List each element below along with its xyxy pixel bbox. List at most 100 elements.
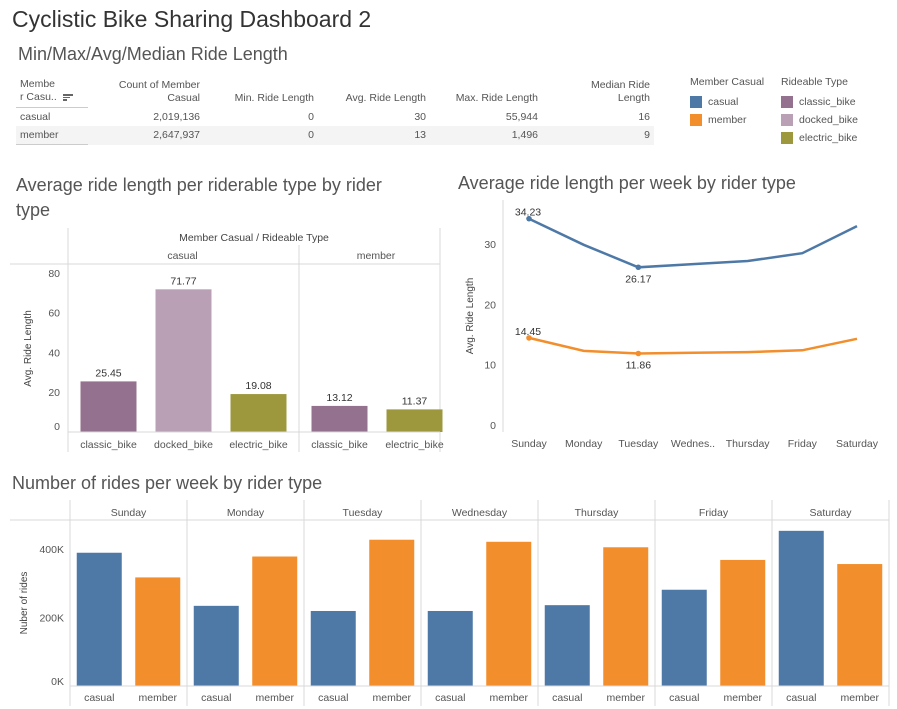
header-count: Count of Member Casual xyxy=(88,78,204,108)
chart1-y-tick-label: 20 xyxy=(48,387,60,399)
chart3-x-tick-label: casual xyxy=(669,692,699,704)
chart2-y-tick-label: 20 xyxy=(484,299,496,311)
chart3-bar xyxy=(135,577,181,686)
chart1-title-line2: type xyxy=(16,200,51,220)
header-count-line1: Count of Member xyxy=(118,78,200,91)
legend-rideable-type: Rideable Type classic_bike docked_bike e… xyxy=(781,76,858,147)
legend-member-casual: Member Casual casual member xyxy=(690,76,764,129)
chart3-y-tick-label: 200K xyxy=(39,612,64,624)
legend-item-casual[interactable]: casual xyxy=(690,93,764,111)
cell-min: 0 xyxy=(308,129,314,142)
chart1-x-tick-label: classic_bike xyxy=(80,439,137,451)
chart3-group-label: Thursday xyxy=(575,507,620,519)
chart2-y-axis-label: Avg. Ride Length xyxy=(465,278,476,355)
chart3-group-label: Friday xyxy=(699,507,729,519)
chart3-x-tick-label: member xyxy=(723,692,762,704)
legend-swatch xyxy=(690,96,702,108)
chart1-y-axis-label: Avg. Ride Length xyxy=(23,310,34,387)
chart3-bar xyxy=(252,556,298,686)
cell-avg: 13 xyxy=(414,129,426,142)
chart3-x-tick-label: member xyxy=(489,692,528,704)
chart3-title: Number of rides per week by rider type xyxy=(12,473,323,493)
chart3-x-tick-label: casual xyxy=(201,692,231,704)
chart2-x-tick-label: Saturday xyxy=(836,438,879,450)
chart1-y-tick-label: 60 xyxy=(48,308,60,320)
legend-item-classic-bike[interactable]: classic_bike xyxy=(781,93,858,111)
chart1-bar-label: 25.45 xyxy=(95,367,121,379)
header-min: Min. Ride Length xyxy=(234,91,314,104)
chart3-y-axis-label: Nuber of rides xyxy=(19,572,30,635)
chart2-data-label: 11.86 xyxy=(626,360,652,372)
cell-avg: 30 xyxy=(414,110,426,123)
stats-table-wrapper: Membe r Casu.. Count of Member Casual Mi xyxy=(16,78,654,145)
legend-swatch xyxy=(690,114,702,126)
chart1-title: Average ride length per riderable type b… xyxy=(16,173,436,223)
chart1-bar xyxy=(155,289,212,432)
chart2-x-tick-label: Sunday xyxy=(511,438,547,450)
chart1-bar-label: 11.37 xyxy=(402,395,428,407)
header-member-line2: r Casu.. xyxy=(20,91,57,103)
chart1-x-tick-label: classic_bike xyxy=(311,439,368,451)
legend-item-electric-bike[interactable]: electric_bike xyxy=(781,129,858,147)
chart3-bar xyxy=(193,605,239,686)
chart3-x-tick-label: casual xyxy=(318,692,348,704)
chart3-y-tick-label: 0K xyxy=(51,676,64,688)
chart2-data-label: 26.17 xyxy=(625,273,651,285)
chart3-x-tick-label: member xyxy=(138,692,177,704)
chart2-point xyxy=(526,335,532,341)
chart1-header-label: Member Casual / Rideable Type xyxy=(179,232,329,244)
stats-table: Membe r Casu.. Count of Member Casual Mi xyxy=(16,78,654,145)
legend-label: classic_bike xyxy=(799,96,856,108)
chart2-y-tick-label: 30 xyxy=(484,239,496,251)
legend-title: Member Casual xyxy=(690,76,765,88)
chart1-bar xyxy=(230,394,287,432)
chart1-bar xyxy=(386,409,443,432)
chart2-x-tick-label: Tuesday xyxy=(618,438,659,450)
bar-chart-rides-per-week: Sunday casual member Monday casual member Tues… xyxy=(10,500,890,706)
chart2-y-tick-label: 10 xyxy=(484,360,496,372)
header-count-line2: Casual xyxy=(167,91,200,104)
cell-min: 0 xyxy=(308,110,314,123)
legend-label: casual xyxy=(708,96,739,108)
chart1-y-tick-label: 0 xyxy=(54,421,60,433)
chart3-x-tick-label: member xyxy=(255,692,294,704)
cell-median: 16 xyxy=(638,110,650,123)
chart2-x-tick-label: Wednes.. xyxy=(671,438,715,450)
chart2-line-member xyxy=(528,336,858,355)
chart2-x-tick-label: Monday xyxy=(565,438,603,450)
chart3-x-tick-label: member xyxy=(372,692,411,704)
chart2-line-casual xyxy=(528,217,858,269)
chart1-x-tick-label: electric_bike xyxy=(229,439,288,451)
chart3-bar xyxy=(603,547,649,686)
legend-item-member[interactable]: member xyxy=(690,111,764,129)
chart2-title: Average ride length per week by rider ty… xyxy=(458,173,796,193)
chart1-bar-label: 13.12 xyxy=(326,392,352,404)
bar-chart-ride-length-by-type: Member Casual / Rideable Type casual 25.45… xyxy=(10,228,444,452)
chart1-bar xyxy=(80,381,137,432)
chart3-bar xyxy=(310,610,356,686)
header-member-casual[interactable]: Membe r Casu.. xyxy=(16,78,88,108)
chart1-bar-label: 19.08 xyxy=(245,380,271,392)
table-row[interactable]: casual 2,019,136 0 30 55,944 16 xyxy=(16,108,654,127)
table-row[interactable]: member 2,647,937 0 13 1,496 9 xyxy=(16,126,654,145)
chart3-bar xyxy=(76,552,122,686)
chart1-group-label: casual xyxy=(167,250,197,262)
cell-max: 1,496 xyxy=(511,129,538,142)
stats-table-title: Min/Max/Avg/Median Ride Length xyxy=(18,44,288,64)
cell-count: 2,647,937 xyxy=(153,129,200,142)
chart2-point xyxy=(526,215,532,222)
chart1-y-tick-label: 40 xyxy=(48,347,60,359)
chart1-x-tick-label: electric_bike xyxy=(385,439,444,451)
sort-icon[interactable] xyxy=(62,94,73,101)
chart3-x-tick-label: casual xyxy=(552,692,582,704)
chart3-group-label: Sunday xyxy=(111,507,147,519)
header-median-line1: Median Ride xyxy=(591,78,650,91)
chart2-y-tick-label: 0 xyxy=(490,420,496,432)
chart1-y-tick-label: 80 xyxy=(48,268,60,280)
chart1-x-tick-label: docked_bike xyxy=(154,439,213,451)
legend-item-docked-bike[interactable]: docked_bike xyxy=(781,111,858,129)
legend-swatch xyxy=(781,114,793,126)
chart3-group-label: Monday xyxy=(227,507,265,519)
chart1-bar-label: 71.77 xyxy=(170,275,196,287)
